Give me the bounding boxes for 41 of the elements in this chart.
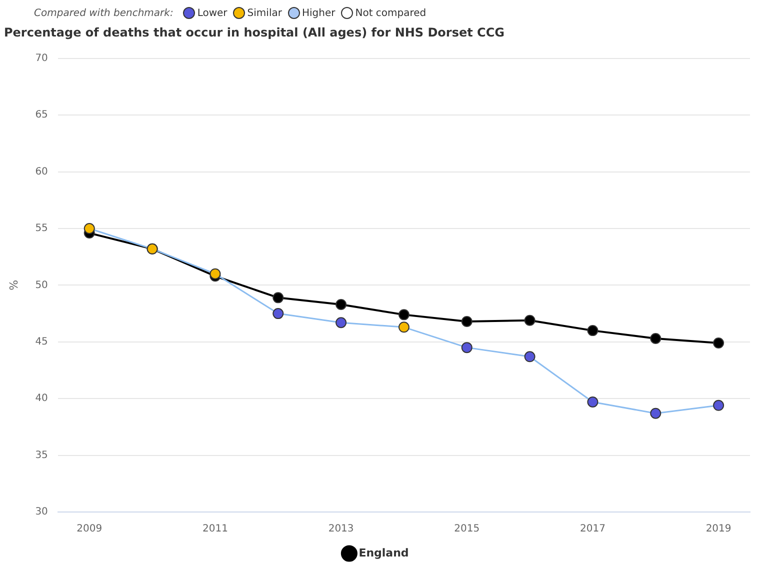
point xyxy=(398,322,410,333)
text: Not compared xyxy=(354,7,426,19)
point xyxy=(461,342,472,354)
point xyxy=(713,400,724,411)
y-tick-label: 60 xyxy=(35,166,48,178)
y-tick-label: 30 xyxy=(35,506,48,518)
y-tick-label: 40 xyxy=(35,393,48,404)
text: Compared with benchmark: xyxy=(34,8,174,18)
text: Lower xyxy=(196,7,228,19)
chart-title: Percentage of deaths that occur in hospital (All ages) for NHS Dorset CCG xyxy=(4,25,505,40)
y-tick-label: 35 xyxy=(35,450,48,461)
x-tick-label: 2011 xyxy=(202,524,228,535)
y-tick-label: 50 xyxy=(35,280,48,291)
x-tick-label: 2017 xyxy=(580,524,606,535)
point xyxy=(713,338,724,349)
point xyxy=(587,325,598,336)
text: Similar xyxy=(246,7,282,19)
point xyxy=(336,298,347,310)
point xyxy=(587,396,598,408)
y-tick-label: 70 xyxy=(35,52,48,64)
point xyxy=(398,309,410,320)
y-tick-label: 55 xyxy=(35,223,48,234)
y-tick-label: 45 xyxy=(35,336,48,348)
text: Higher xyxy=(300,7,336,19)
x-tick-label: 2009 xyxy=(76,524,102,535)
y-axis-title: % xyxy=(7,280,20,290)
point xyxy=(650,408,662,419)
point xyxy=(524,314,536,326)
x-tick-label: 2015 xyxy=(454,524,480,535)
point xyxy=(272,308,284,320)
point xyxy=(650,333,662,344)
x-tick-label: 2019 xyxy=(706,524,732,535)
x-tick-label: 2013 xyxy=(328,524,354,535)
point xyxy=(524,351,536,362)
legend-label: England xyxy=(358,546,409,560)
point xyxy=(336,317,347,328)
y-tick-label: 65 xyxy=(35,110,48,121)
point xyxy=(84,223,95,234)
point xyxy=(210,268,221,280)
point xyxy=(461,316,472,327)
point xyxy=(272,292,284,304)
